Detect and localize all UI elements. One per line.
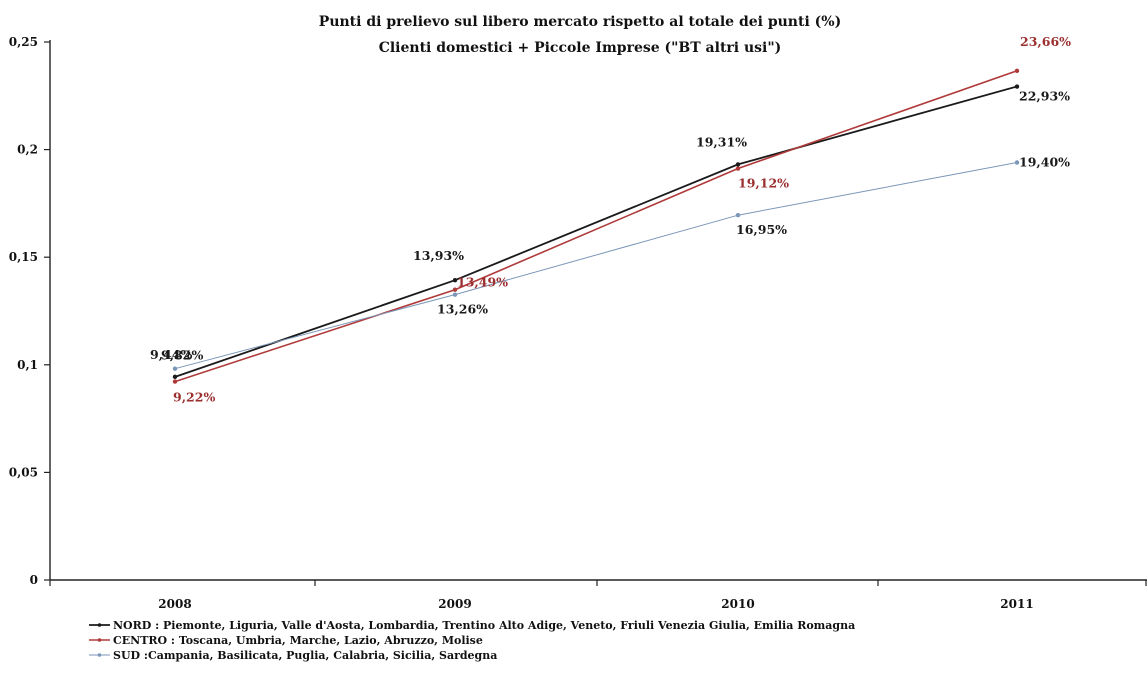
y-tick-label: 0,25 <box>9 35 38 49</box>
chart-title: Punti di prelievo sul libero mercato ris… <box>319 14 841 30</box>
data-point <box>172 374 178 380</box>
data-point <box>1014 84 1020 89</box>
data-label: 16,95% <box>736 222 787 237</box>
data-label: 9,82% <box>161 348 203 363</box>
data-label: 9,22% <box>173 390 215 405</box>
legend-entry: NORD : Piemonte, Liguria, Valle d'Aosta,… <box>113 619 855 632</box>
data-label: 13,93% <box>413 248 464 263</box>
legend-entry: CENTRO : Toscana, Umbria, Marche, Lazio,… <box>113 634 483 647</box>
axes: 0 0,05 0,1 0,15 0,2 0,25 2008 2009 2010 2011 <box>9 35 1147 611</box>
legend: NORD : Piemonte, Liguria, Valle d'Aosta,… <box>89 619 855 662</box>
series-line-0 <box>174 85 1018 378</box>
x-tick-label: 2008 <box>158 597 191 611</box>
legend-entry: SUD :Campania, Basilicata, Puglia, Calab… <box>113 649 497 662</box>
data-point <box>172 366 178 371</box>
x-tick-label: 2009 <box>438 597 471 611</box>
x-tick-label: 2011 <box>1000 597 1033 611</box>
data-point <box>735 166 741 171</box>
data-point <box>1014 68 1020 74</box>
data-label: 13,49% <box>457 275 508 290</box>
data-label: 19,12% <box>738 176 789 191</box>
data-label: 19,31% <box>696 134 747 149</box>
legend-marker <box>97 653 102 657</box>
data-label: 19,40% <box>1019 155 1070 170</box>
x-tick-label: 2010 <box>721 597 754 611</box>
data-point <box>452 278 458 283</box>
data-label: 23,66% <box>1020 34 1071 49</box>
y-tick-label: 0,15 <box>9 250 38 264</box>
legend-marker <box>97 623 102 627</box>
data-label: 13,26% <box>437 302 488 317</box>
data-point <box>172 379 178 384</box>
data-point <box>1014 160 1020 165</box>
chart-subtitle: Clienti domestici + Piccole Imprese ("BT… <box>379 40 782 56</box>
legend-marker <box>97 638 102 642</box>
data-point <box>735 162 741 167</box>
y-tick-label: 0,2 <box>17 143 38 157</box>
y-tick-label: 0,05 <box>9 465 38 479</box>
y-tick-label: 0,1 <box>17 358 38 372</box>
data-labels: 9,44% 13,93% 19,31% 22,93% 9,22% 13,49% 19,12%… <box>150 34 1071 405</box>
data-point <box>735 213 741 218</box>
series-line-1 <box>174 70 1018 383</box>
data-label: 22,93% <box>1019 89 1070 104</box>
data-point <box>452 292 458 297</box>
series-line-2 <box>174 162 1018 370</box>
data-label: 9,44% <box>150 347 192 362</box>
series-lines <box>172 68 1020 384</box>
y-tick-label: 0 <box>30 573 38 587</box>
data-point <box>452 287 458 292</box>
